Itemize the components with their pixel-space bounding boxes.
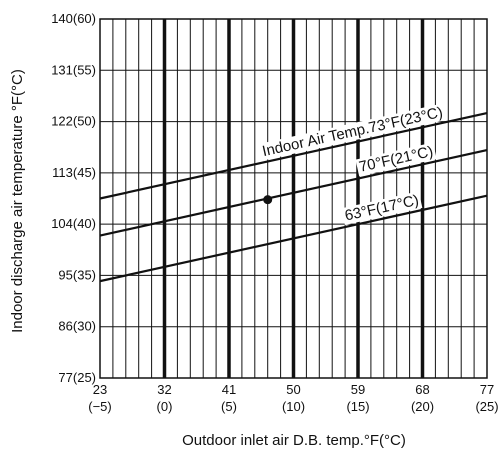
x-tick-labels: 23 (−5) 32 (0) 41 (5) 50 (10) 59 (15) 68 (20) 77 (25) bbox=[88, 382, 498, 414]
x-tick-label-c: (25) bbox=[475, 399, 498, 414]
x-tick-label-f: 77 bbox=[480, 382, 494, 397]
y-tick-label: 131(55) bbox=[51, 62, 96, 77]
y-axis-title: Indoor discharge air temperature °F(°C) bbox=[9, 69, 26, 333]
y-tick-label: 122(50) bbox=[51, 114, 96, 129]
x-tick-label-c: (20) bbox=[411, 399, 434, 414]
y-tick-label: 140(60) bbox=[51, 11, 96, 26]
y-tick-label: 77(25) bbox=[58, 370, 96, 385]
y-tick-label: 104(40) bbox=[51, 216, 96, 231]
x-tick-label-c: (0) bbox=[157, 399, 173, 414]
x-axis-title: Outdoor inlet air D.B. temp.°F(°C) bbox=[182, 432, 406, 449]
x-tick-label-f: 32 bbox=[157, 382, 171, 397]
y-tick-label: 86(30) bbox=[58, 319, 96, 334]
y-tick-label: 95(35) bbox=[58, 267, 96, 282]
x-tick-label-f: 41 bbox=[222, 382, 236, 397]
marker-dot bbox=[263, 195, 272, 204]
x-tick-label-f: 68 bbox=[415, 382, 429, 397]
x-tick-label-c: (−5) bbox=[88, 399, 111, 414]
x-tick-label-c: (10) bbox=[282, 399, 305, 414]
x-tick-label-c: (5) bbox=[221, 399, 237, 414]
x-tick-label-c: (15) bbox=[346, 399, 369, 414]
y-tick-labels: 77(25) 86(30) 95(35) 104(40) 113(45) 122(50) 1… bbox=[51, 11, 96, 385]
x-tick-label-f: 59 bbox=[351, 382, 365, 397]
grid-major-lines bbox=[100, 19, 487, 378]
x-tick-label-f: 50 bbox=[286, 382, 300, 397]
y-tick-label: 113(45) bbox=[52, 165, 96, 180]
x-tick-label-f: 23 bbox=[93, 382, 107, 397]
marker-group bbox=[263, 195, 272, 204]
